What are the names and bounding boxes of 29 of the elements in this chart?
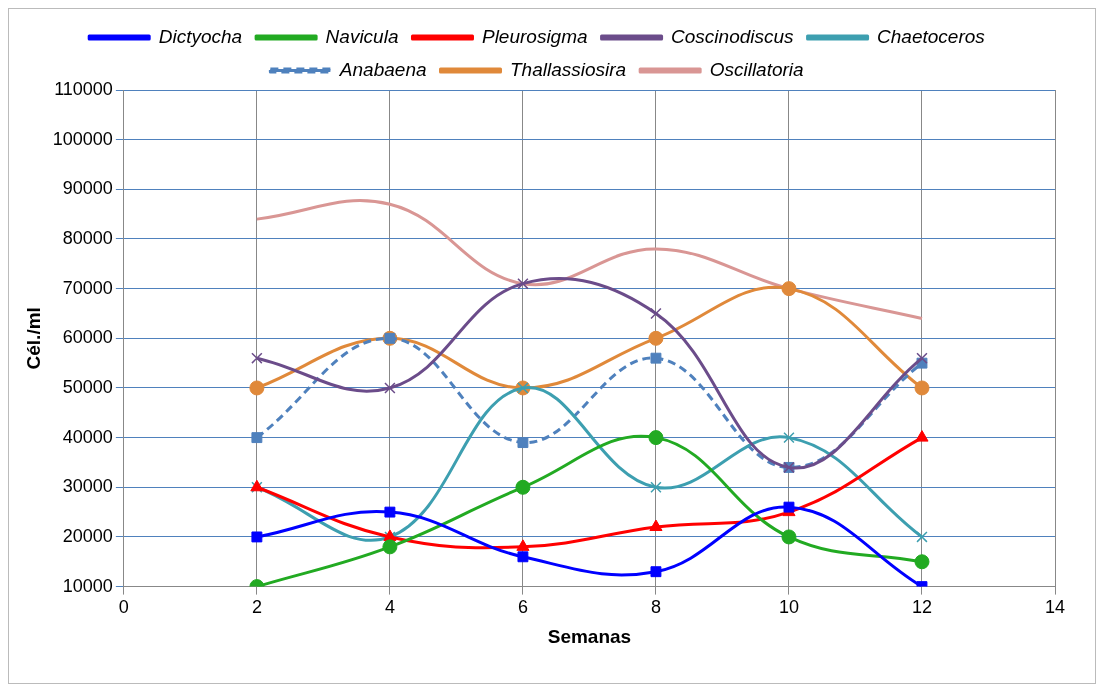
y-tick-label: 10000: [62, 575, 113, 596]
legend-label: Navicula: [325, 25, 399, 47]
legend-label: Anabaena: [338, 58, 427, 80]
x-tick-label: 14: [1044, 597, 1066, 618]
y-tick-label: 50000: [62, 376, 113, 397]
y-tick-label: 30000: [62, 476, 113, 497]
y-tick-label: 110000: [54, 78, 113, 99]
x-tick-label: 8: [650, 597, 661, 618]
x-tick-label: 10: [778, 597, 799, 618]
legend-label: Thallassiosira: [510, 58, 627, 80]
x-tick-label: 6: [517, 597, 528, 618]
x-tick-label: 0: [118, 597, 129, 618]
x-tick-label: 12: [911, 597, 932, 618]
x-tick-label: 2: [251, 597, 262, 618]
y-axis-title: Cél./ml: [22, 307, 44, 370]
legend-label: Chaetoceros: [877, 25, 986, 47]
legend-label: Coscinodiscus: [671, 25, 795, 47]
y-tick-label: 90000: [62, 178, 113, 199]
legend-label: Dictyocha: [158, 25, 243, 47]
legend-label: Pleurosigma: [481, 25, 588, 47]
y-tick-label: 60000: [62, 327, 113, 348]
legend-label: Oscillatoria: [709, 58, 804, 80]
y-tick-label: 40000: [62, 426, 113, 447]
x-axis-title: Semanas: [547, 625, 632, 647]
x-tick-label: 4: [384, 597, 395, 618]
y-tick-label: 20000: [62, 525, 113, 546]
y-tick-label: 100000: [52, 128, 113, 149]
y-tick-label: 70000: [62, 277, 113, 298]
y-tick-label: 80000: [62, 227, 113, 248]
